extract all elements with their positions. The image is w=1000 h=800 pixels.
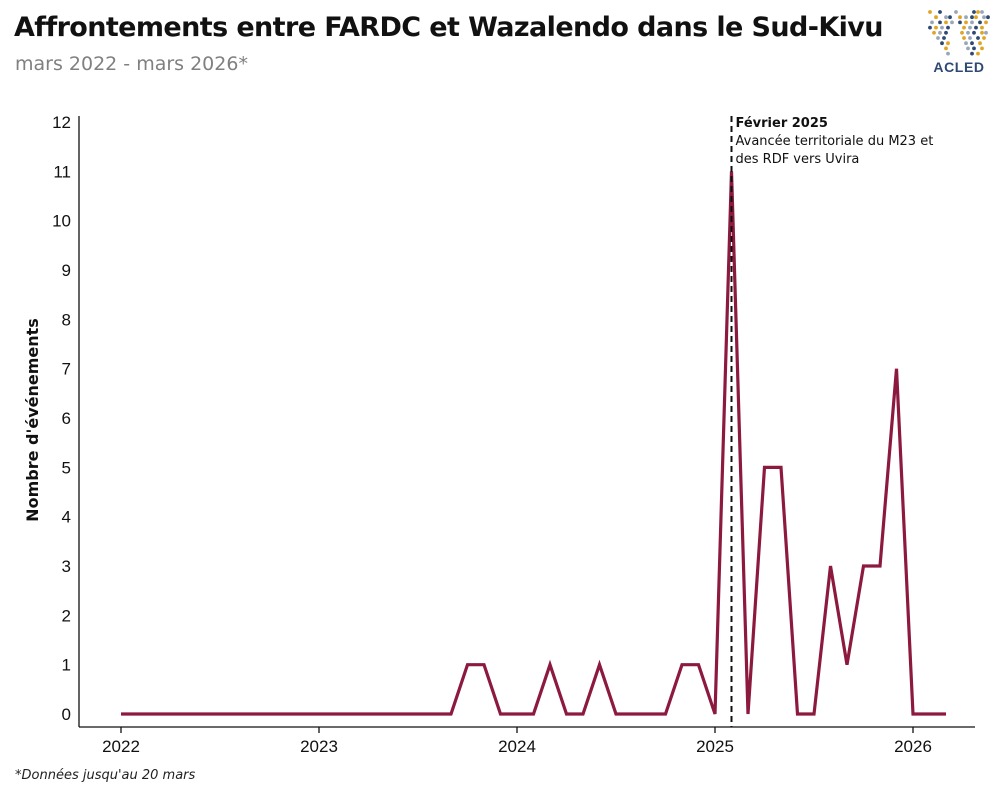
x-tick-label-2024: 2024 xyxy=(498,737,536,756)
x-tick-label-2025: 2025 xyxy=(696,737,734,756)
annotation-line-1: Avancée territoriale du M23 et xyxy=(736,134,934,149)
x-tick-label-2022: 2022 xyxy=(102,737,140,756)
y-tick-label-3: 3 xyxy=(62,557,71,576)
chart-subtitle: mars 2022 - mars 2026* xyxy=(15,53,248,75)
x-tick-label-2023: 2023 xyxy=(300,737,338,756)
world-map-dots-icon xyxy=(928,10,990,56)
y-axis-title: Nombre d'événements xyxy=(23,318,42,522)
y-tick-label-11: 11 xyxy=(53,162,71,181)
footnote: *Données jusqu'au 20 mars xyxy=(15,768,196,783)
annotation-heading: Février 2025 xyxy=(736,116,828,131)
annotation-fevrier-2025: Février 2025 Avancée territoriale du M23 … xyxy=(730,116,934,727)
chart-title: Affrontements entre FARDC et Wazalendo d… xyxy=(14,12,884,43)
y-tick-label-10: 10 xyxy=(52,212,71,231)
logo-text: ACLED xyxy=(933,59,985,75)
y-tick-label-6: 6 xyxy=(62,409,71,428)
x-ticks: 2022 2023 2024 2025 2026 xyxy=(102,727,932,756)
y-tick-label-9: 9 xyxy=(62,261,71,280)
x-tick-label-2026: 2026 xyxy=(894,737,932,756)
y-tick-label-0: 0 xyxy=(62,705,71,724)
series-line-affrontements xyxy=(121,171,946,716)
acled-logo: ACLED xyxy=(926,8,992,78)
y-tick-label-12: 12 xyxy=(52,113,71,132)
y-tick-label-1: 1 xyxy=(62,656,71,675)
y-tick-label-8: 8 xyxy=(62,310,71,329)
y-tick-label-7: 7 xyxy=(62,360,71,379)
y-tick-label-2: 2 xyxy=(62,606,71,625)
annotation-line-2: des RDF vers Uvira xyxy=(736,152,860,167)
y-tick-label-4: 4 xyxy=(62,508,71,527)
y-tick-label-5: 5 xyxy=(62,458,71,477)
